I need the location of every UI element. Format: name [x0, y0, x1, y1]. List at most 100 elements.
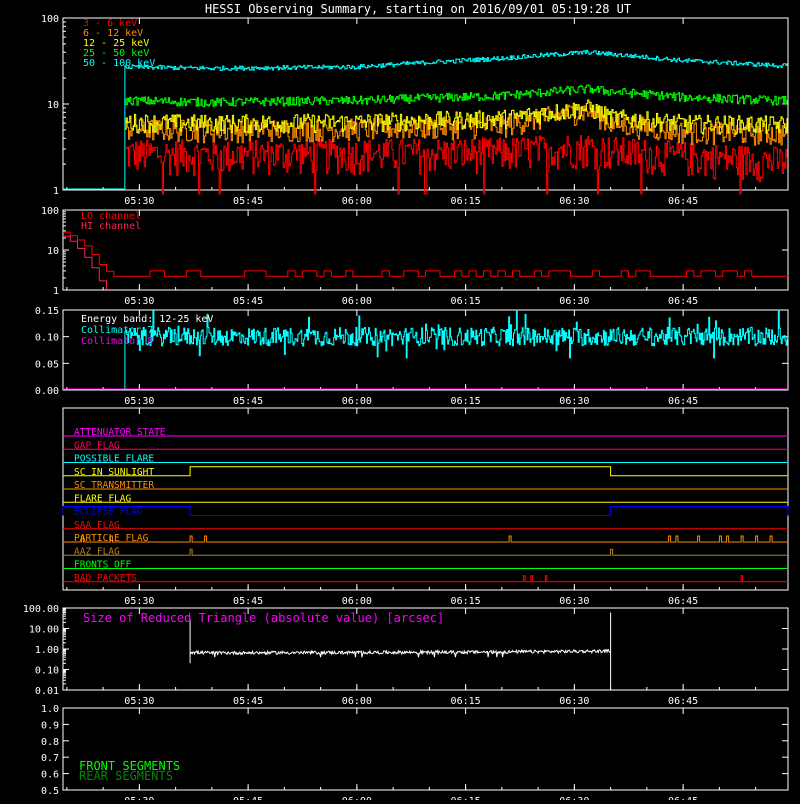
series-reduced-triangle-line — [189, 612, 612, 690]
x-tick-label: 06:15 — [451, 296, 481, 307]
x-tick-label: 06:15 — [451, 396, 481, 407]
legend-entry: LO channel — [81, 211, 141, 222]
flag-label: BAD PACKETS — [74, 573, 137, 584]
x-tick-label: 06:45 — [668, 596, 698, 607]
y-tick-label: 1.00 — [35, 645, 59, 656]
x-tick-label: 05:30 — [124, 696, 154, 707]
flags-panel: 05:30 05:45 06:00 06:15 06:30 06:45 ATTENUATOR… — [62, 407, 789, 607]
y-tick-label: 0.6 — [41, 770, 59, 781]
y-tick-label: 0.5 — [41, 786, 59, 797]
flag-label: POSSIBLE FLARE — [74, 454, 154, 465]
y-tick-label: 1 — [53, 286, 59, 297]
series-25-50keV-line — [124, 84, 788, 108]
x-tick-label: 06:00 — [342, 796, 372, 800]
x-tick-label: 05:30 — [124, 396, 154, 407]
y-tick-label: 10 — [47, 100, 59, 111]
flag-eclipse-flag-line — [62, 506, 789, 516]
x-tick-label: 06:45 — [668, 396, 698, 407]
x-tick-label: 05:45 — [233, 196, 263, 207]
y-tick-label: 0.01 — [35, 686, 59, 697]
x-tick-label: 06:30 — [559, 596, 589, 607]
x-tick-label: 05:30 — [124, 296, 154, 307]
x-tick-label: 06:30 — [559, 696, 589, 707]
x-tick-label: 06:00 — [342, 296, 372, 307]
livetime-panel: 05:30 05:45 06:00 06:15 06:30 06:45 0.5 0.6 0.7 0… — [41, 704, 789, 804]
annotation-energy-band: Energy band: 12-25 keV — [81, 314, 213, 325]
y-tick-label: 0.15 — [35, 306, 59, 317]
modulation-panel: 05:30 05:45 06:00 06:15 06:30 06:45 0.00 0.05 0.… — [35, 306, 789, 407]
y-tick-label: 10.00 — [29, 625, 59, 636]
series-6-12keV-line — [124, 101, 788, 146]
x-tick-label: 06:30 — [559, 296, 589, 307]
flag-label: FRONTS OFF — [74, 560, 131, 571]
sas-annotation: Size of Reduced Triangle (absolute value… — [83, 611, 444, 625]
flag-label: PARTICLE FLAG — [74, 533, 149, 544]
chart-title: HESSI Observing Summary, starting on 201… — [205, 2, 631, 16]
y-tick-label: 100.00 — [23, 604, 59, 615]
flag-label: ECLIPSE FLAG — [74, 507, 143, 518]
flag-particle-flag-line — [63, 535, 788, 543]
legend-entry: Collimator 7 — [81, 325, 153, 336]
particle-rates-frame — [62, 209, 789, 291]
x-tick-label: 05:45 — [233, 296, 263, 307]
x-tick-label: 06:00 — [342, 396, 372, 407]
flag-label: FLARE FLAG — [74, 493, 131, 504]
x-tick-label: 06:45 — [668, 796, 698, 800]
x-tick-label: 05:30 — [124, 196, 154, 207]
x-tick-label: 06:00 — [342, 696, 372, 707]
legend-entry: 3 - 6 keV — [83, 18, 137, 29]
x-tick-label: 06:30 — [559, 396, 589, 407]
series-HI-channel-line — [63, 235, 107, 290]
y-tick-label: 0.8 — [41, 737, 59, 748]
flags-frame — [62, 407, 789, 591]
legend-entry: 6 - 12 keV — [83, 28, 143, 39]
legend-entry: 25 - 50 keV — [83, 48, 149, 59]
x-tick-label: 05:45 — [233, 596, 263, 607]
y-tick-label: 100 — [41, 14, 59, 25]
x-tick-label: 06:15 — [451, 796, 481, 800]
flag-label: SAA FLAG — [74, 520, 120, 531]
x-tick-label: 05:45 — [233, 396, 263, 407]
legend-entry: REAR SEGMENTS — [79, 769, 173, 783]
y-tick-label: 0.9 — [41, 720, 59, 731]
flag-label: ATTENUATOR STATE — [74, 427, 166, 438]
legend-entry: 12 - 25 keV — [83, 38, 149, 49]
x-tick-label: 05:30 — [124, 796, 154, 800]
series-50-100keV-line — [124, 49, 788, 71]
y-tick-label: 0.7 — [41, 753, 59, 764]
legend-entry: 50 - 100 keV — [83, 58, 155, 69]
y-tick-label: 1 — [53, 186, 59, 197]
particle-rates-panel: 05:30 05:45 06:00 06:15 06:30 06:45 1 10 100 LO c… — [41, 206, 789, 307]
y-tick-label: 0.05 — [35, 359, 59, 370]
livetime-frame — [62, 707, 789, 791]
flag-sc-in-sunlight-line — [63, 466, 788, 477]
x-tick-label: 06:30 — [559, 196, 589, 207]
series-collimator7-line — [124, 310, 789, 390]
y-tick-label: 0.10 — [35, 333, 59, 344]
x-tick-label: 05:45 — [233, 796, 263, 800]
legend-entry: FRONT SEGMENTS — [79, 759, 180, 773]
flag-label: AAZ FLAG — [74, 546, 120, 557]
flag-bad-packets-line — [63, 575, 788, 583]
x-tick-label: 06:15 — [451, 696, 481, 707]
x-tick-label: 06:30 — [559, 796, 589, 800]
y-tick-label: 0.00 — [35, 386, 59, 397]
flag-label: SC TRANSMITTER — [74, 480, 154, 491]
sas-panel: 05:30 05:45 06:00 06:15 06:30 06:45 0.01 0.10 1.… — [23, 604, 789, 707]
x-tick-label: 06:45 — [668, 196, 698, 207]
x-tick-label: 06:45 — [668, 696, 698, 707]
y-tick-label: 1.0 — [41, 704, 59, 715]
y-tick-label: 0.10 — [35, 666, 59, 677]
legend-entry: HI channel — [81, 221, 141, 232]
count-rates-panel: 05:30 05:45 06:00 06:15 06:30 06:45 1 10 100 3 - … — [41, 14, 789, 207]
series-12-25keV-line — [124, 99, 788, 135]
series-LO-channel-line — [63, 231, 788, 277]
x-tick-label: 06:15 — [451, 596, 481, 607]
x-tick-label: 06:15 — [451, 196, 481, 207]
modulation-frame — [62, 309, 789, 391]
y-tick-label: 10 — [47, 246, 59, 257]
series-3-6keV-line — [124, 135, 788, 195]
x-tick-label: 05:30 — [124, 596, 154, 607]
